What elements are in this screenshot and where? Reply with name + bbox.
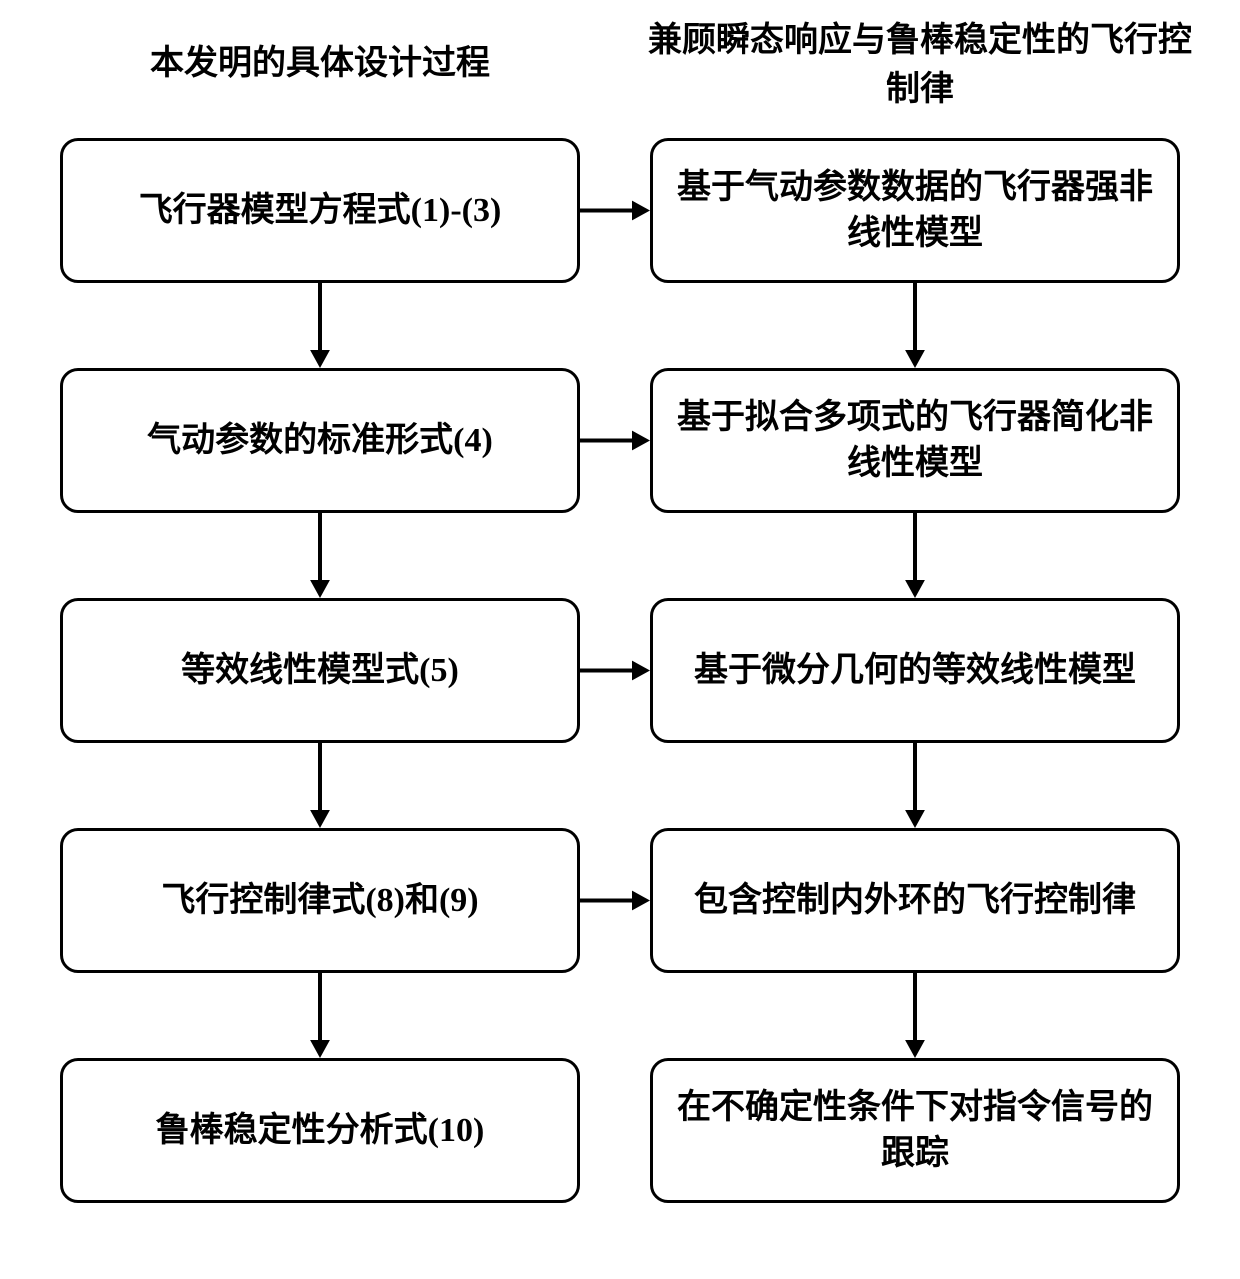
right-box-1: 基于拟合多项式的飞行器简化非线性模型 bbox=[650, 368, 1180, 513]
header-left: 本发明的具体设计过程 bbox=[130, 35, 510, 84]
right-box-3: 包含控制内外环的飞行控制律 bbox=[650, 828, 1180, 973]
right-box-0: 基于气动参数数据的飞行器强非线性模型 bbox=[650, 138, 1180, 283]
left-box-2: 等效线性模型式(5) bbox=[60, 598, 580, 743]
flowchart-diagram: 本发明的具体设计过程 兼顾瞬态响应与鲁棒稳定性的飞行控制律 飞行器模型方程式(1… bbox=[0, 0, 1240, 1279]
right-box-2: 基于微分几何的等效线性模型 bbox=[650, 598, 1180, 743]
right-box-4: 在不确定性条件下对指令信号的跟踪 bbox=[650, 1058, 1180, 1203]
left-box-3: 飞行控制律式(8)和(9) bbox=[60, 828, 580, 973]
left-box-1: 气动参数的标准形式(4) bbox=[60, 368, 580, 513]
left-box-4: 鲁棒稳定性分析式(10) bbox=[60, 1058, 580, 1203]
header-right: 兼顾瞬态响应与鲁棒稳定性的飞行控制律 bbox=[640, 12, 1200, 110]
left-box-0: 飞行器模型方程式(1)-(3) bbox=[60, 138, 580, 283]
